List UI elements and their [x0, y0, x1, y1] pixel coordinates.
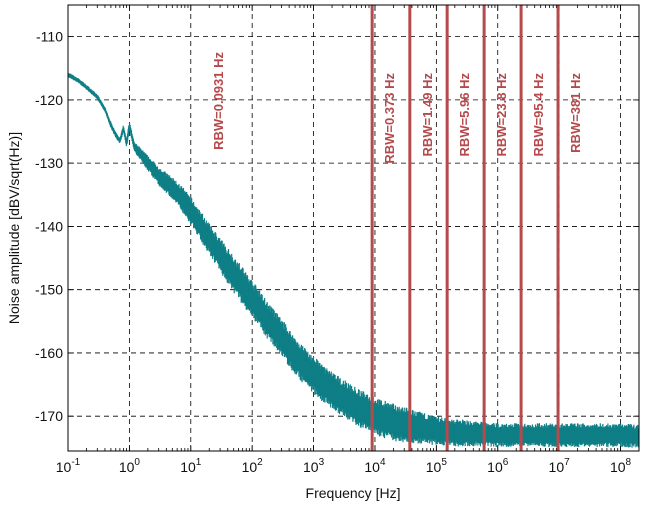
rbw-marker-label: RBW=23.8 Hz — [494, 73, 509, 157]
x-tick-label: 108 — [610, 457, 632, 475]
rbw-marker-label: RBW=5.96 Hz — [457, 73, 472, 157]
rbw-annotation-label: RBW=0.0931 Hz — [211, 52, 226, 150]
rbw-marker-label: RBW=0.373 Hz — [382, 73, 397, 164]
y-tick-label: -150 — [35, 282, 63, 298]
y-tick-label: -160 — [35, 345, 63, 361]
x-tick-labels: 10-1 100 101 102 103 104 105 106 107 108 — [56, 457, 632, 475]
x-axis-label: Frequency [Hz] — [306, 485, 401, 501]
y-tick-label: -120 — [35, 92, 63, 108]
x-tick-label: 107 — [549, 457, 571, 475]
x-tick-label: 100 — [119, 457, 141, 475]
x-tick-label: 106 — [487, 457, 509, 475]
noise-band — [68, 73, 639, 448]
series-group — [68, 74, 639, 442]
x-tick-label: 104 — [364, 457, 386, 475]
x-tick-label: 101 — [180, 457, 202, 475]
rbw-marker-label: RBW=1.49 Hz — [420, 73, 435, 157]
noise-series-line — [68, 74, 639, 442]
plot-frame — [67, 4, 640, 452]
grid-lines — [68, 5, 639, 451]
y-tick-label: -140 — [35, 218, 63, 234]
x-tick-label: 105 — [426, 457, 448, 475]
x-tick-label: 10-1 — [56, 457, 81, 475]
x-tick-label: 103 — [303, 457, 325, 475]
y-tick-label: -130 — [35, 155, 63, 171]
x-tick-label: 102 — [242, 457, 264, 475]
y-tick-label: -110 — [36, 29, 63, 45]
y-tick-labels: -110 -120 -130 -140 -150 -160 -170 — [35, 29, 63, 425]
minor-tick-marks — [67, 5, 640, 451]
y-axis-label: Noise amplitude [dBV/sqrt(Hz)] — [6, 132, 22, 324]
y-tick-label: -170 — [35, 408, 63, 424]
rbw-marker-label: RBW=95.4 Hz — [531, 73, 546, 157]
rbw-markers: RBW=0.373 Hz RBW=1.49 Hz RBW=5.96 Hz RBW=23… — [211, 5, 583, 451]
rbw-marker-label: RBW=381 Hz — [568, 73, 583, 153]
